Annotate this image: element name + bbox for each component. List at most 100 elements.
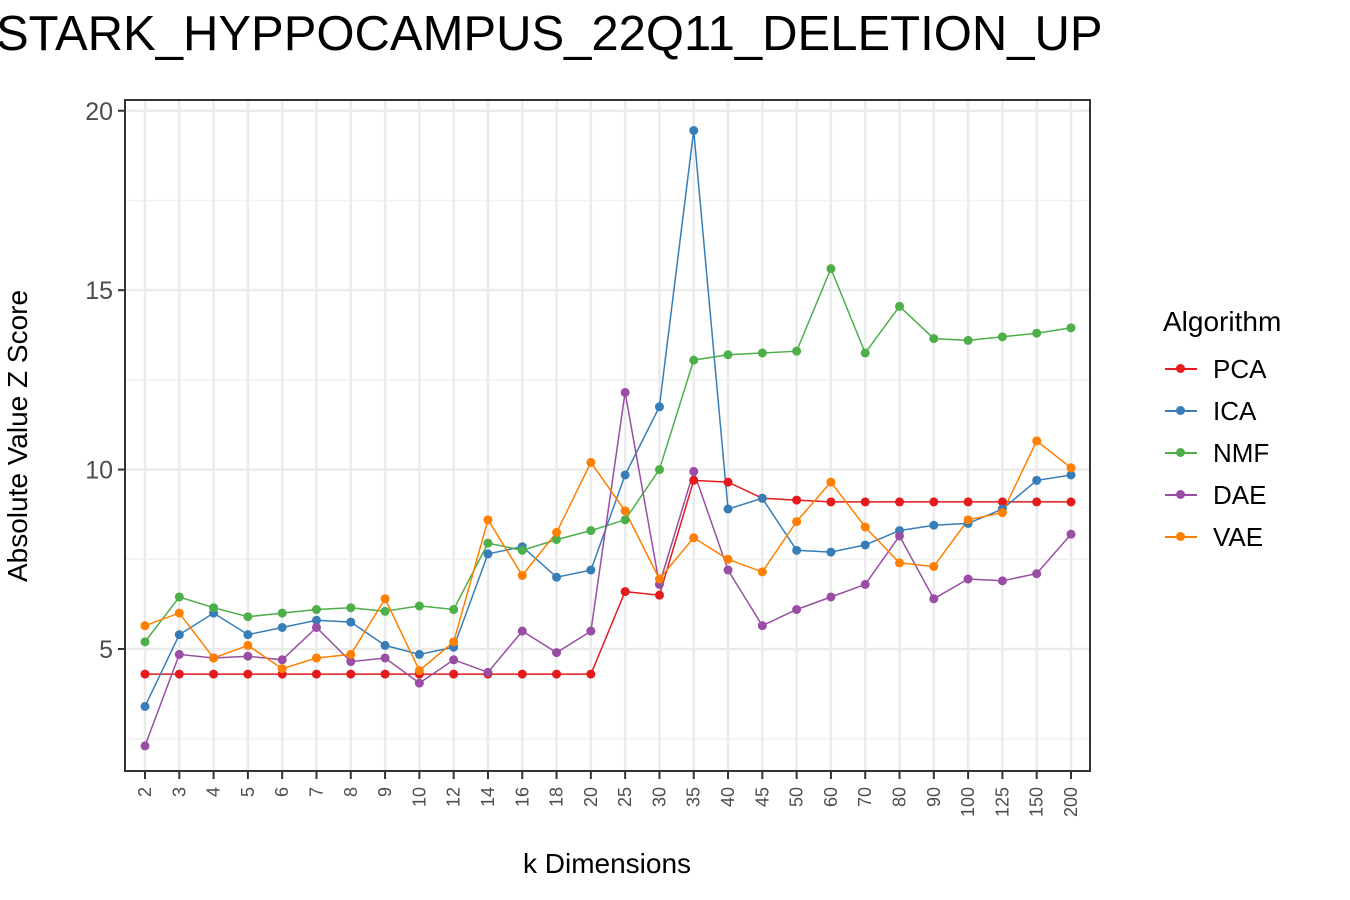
data-point-dae <box>997 576 1007 586</box>
data-point-pca <box>243 669 253 679</box>
legend-title: Algorithm <box>1163 306 1282 337</box>
data-point-pca <box>552 669 562 679</box>
data-point-dae <box>860 579 870 589</box>
data-point-vae <box>483 515 493 525</box>
x-tick-label: 30 <box>649 787 669 807</box>
data-point-vae <box>243 640 253 650</box>
data-point-nmf <box>586 526 596 536</box>
data-point-vae <box>1032 436 1042 446</box>
legend-key <box>1163 530 1199 544</box>
data-point-pca <box>174 669 184 679</box>
data-point-nmf <box>757 348 767 358</box>
data-point-pca <box>826 497 836 507</box>
data-point-ica <box>723 504 733 514</box>
x-tick-label: 45 <box>752 787 772 807</box>
data-point-vae <box>209 653 219 663</box>
data-point-dae <box>483 667 493 677</box>
data-point-ica <box>654 402 664 412</box>
data-point-ica <box>380 640 390 650</box>
data-point-pca <box>860 497 870 507</box>
data-point-nmf <box>414 601 424 611</box>
data-point-nmf <box>723 350 733 360</box>
data-point-dae <box>1032 569 1042 579</box>
legend-label: VAE <box>1213 521 1264 552</box>
x-tick-label: 40 <box>718 787 738 807</box>
data-point-ica <box>483 549 493 559</box>
data-point-ica <box>792 545 802 555</box>
data-point-nmf <box>997 332 1007 342</box>
x-tick-label: 12 <box>444 787 464 807</box>
data-point-nmf <box>311 605 321 615</box>
data-point-vae <box>997 508 1007 518</box>
x-tick-label: 60 <box>821 787 841 807</box>
data-point-ica <box>620 470 630 480</box>
data-point-dae <box>689 466 699 476</box>
data-point-pca <box>895 497 905 507</box>
data-point-ica <box>586 565 596 575</box>
data-point-vae <box>174 608 184 618</box>
y-tick-label: 10 <box>85 457 113 485</box>
data-point-dae <box>895 531 905 541</box>
data-point-nmf <box>517 545 527 555</box>
x-tick-label: 10 <box>409 787 429 807</box>
y-tick-label: 20 <box>85 98 113 126</box>
data-point-nmf <box>174 592 184 602</box>
data-point-dae <box>929 594 939 604</box>
data-point-dae <box>243 651 253 661</box>
data-point-nmf <box>792 346 802 356</box>
data-point-dae <box>140 741 150 751</box>
data-point-pca <box>963 497 973 507</box>
series-line-vae <box>144 439 1072 672</box>
data-point-pca <box>346 669 356 679</box>
x-tick-label: 80 <box>890 787 910 807</box>
data-point-dae <box>792 605 802 615</box>
x-tick-label: 70 <box>855 787 875 807</box>
data-point-nmf <box>1032 328 1042 338</box>
x-tick-label: 150 <box>1027 787 1047 817</box>
x-tick-label: 18 <box>547 787 567 807</box>
data-point-vae <box>552 527 562 537</box>
data-point-dae <box>277 655 287 665</box>
data-point-ica <box>174 630 184 640</box>
data-point-nmf <box>689 355 699 365</box>
data-point-nmf <box>346 603 356 613</box>
legend-item-ica: ICA <box>1163 390 1281 432</box>
data-point-nmf <box>209 603 219 613</box>
x-tick-label: 16 <box>512 787 532 807</box>
x-tick-label: 6 <box>272 787 292 797</box>
data-point-vae <box>586 457 596 467</box>
x-axis-label: k Dimensions <box>522 848 692 879</box>
legend-key <box>1163 404 1199 418</box>
legend-key <box>1163 488 1199 502</box>
legend-label: ICA <box>1213 395 1257 426</box>
data-point-nmf <box>277 608 287 618</box>
x-tick-label: 25 <box>615 787 635 807</box>
data-point-ica <box>346 617 356 627</box>
data-point-ica <box>689 126 699 135</box>
series-line-nmf <box>144 266 1072 643</box>
data-point-pca <box>689 475 699 485</box>
data-point-vae <box>380 594 390 604</box>
x-tick-label: 3 <box>169 787 189 797</box>
data-point-ica <box>757 493 767 503</box>
data-point-dae <box>757 621 767 631</box>
plot-border <box>124 99 1091 772</box>
data-point-nmf <box>963 335 973 345</box>
data-point-dae <box>380 653 390 663</box>
series-line-pca <box>145 479 1071 675</box>
x-tick-label: 35 <box>684 787 704 807</box>
data-point-pca <box>1032 497 1042 507</box>
legend-item-pca: PCA <box>1163 348 1281 390</box>
legend-item-dae: DAE <box>1163 474 1281 516</box>
data-point-vae <box>654 574 664 584</box>
x-tick-label: 125 <box>992 787 1012 817</box>
data-point-ica <box>243 630 253 640</box>
data-point-nmf <box>140 637 150 647</box>
legend-item-vae: VAE <box>1163 516 1281 558</box>
data-point-vae <box>963 515 973 525</box>
data-point-nmf <box>929 334 939 344</box>
data-point-ica <box>1066 470 1076 480</box>
data-point-nmf <box>243 612 253 622</box>
y-tick-label: 5 <box>99 636 113 664</box>
legend-label: DAE <box>1213 479 1267 510</box>
